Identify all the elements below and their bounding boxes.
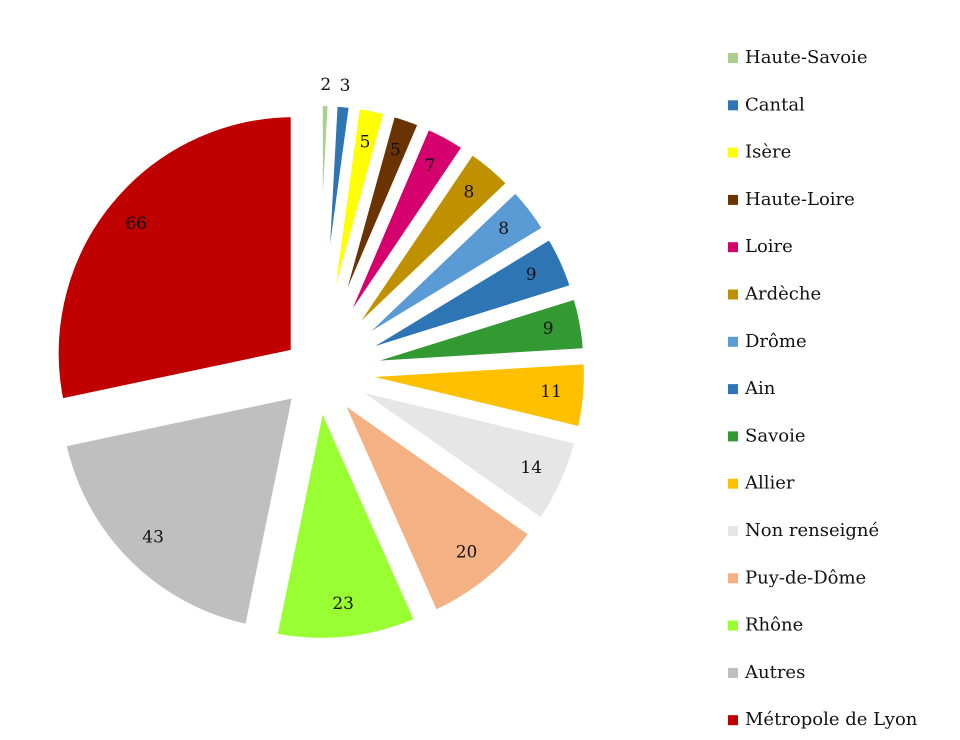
legend-label: Rhône (745, 615, 803, 636)
pie-slice (328, 119, 473, 348)
legend-label: Puy-de-Dôme (745, 567, 866, 588)
legend-label: Loire (745, 236, 793, 257)
pie-slice (334, 144, 517, 352)
pie-slice (339, 182, 553, 358)
pie-slice (320, 100, 393, 344)
pie-slice (327, 383, 539, 620)
legend-swatch (728, 384, 738, 395)
legend-swatch (728, 242, 738, 253)
legend-swatch (728, 100, 738, 111)
legend-swatch (728, 147, 738, 158)
legend-swatch (728, 620, 738, 631)
data-label: 66 (125, 214, 147, 234)
legend-label: Autres (744, 662, 805, 683)
pie-slice (57, 388, 303, 634)
legend-swatch (728, 667, 738, 678)
pie-slice (343, 380, 584, 529)
pie-slice (343, 229, 580, 364)
data-label: 9 (543, 319, 554, 339)
data-label: 5 (360, 132, 371, 152)
legend-label: Haute-Loire (745, 189, 855, 210)
legend-label: Non renseigné (745, 520, 879, 541)
legend-label: Haute-Savoie (745, 47, 867, 68)
legend-swatch (728, 526, 738, 536)
data-label: 23 (332, 594, 354, 614)
legend-label: Métropole de Lyon (745, 709, 918, 730)
data-label: 7 (425, 156, 436, 176)
legend-label: Cantal (745, 94, 805, 115)
data-label: 5 (390, 141, 401, 161)
legend-label: Savoie (745, 425, 805, 446)
legend-swatch (728, 478, 738, 489)
pie-slice (346, 355, 592, 436)
legend-swatch (728, 53, 738, 63)
data-label: 9 (526, 265, 537, 285)
legend-label: Drôme (745, 331, 807, 352)
pie-slice (324, 107, 428, 346)
data-label: 11 (540, 382, 562, 402)
data-label: 20 (456, 542, 478, 562)
legend-swatch (728, 194, 738, 205)
data-label: 3 (340, 76, 351, 96)
pie-slice (50, 109, 299, 408)
legend-label: Ardèche (744, 284, 821, 305)
legend-label: Allier (744, 473, 795, 494)
legend-swatch (728, 715, 738, 726)
data-label: 43 (142, 528, 164, 548)
legend-swatch (728, 336, 738, 347)
data-label: 14 (520, 458, 542, 478)
pie-slice (268, 388, 424, 646)
legend-label: Ain (744, 378, 776, 399)
pie-slice (346, 289, 592, 371)
legend-swatch (728, 431, 738, 442)
legend-label: Isère (745, 142, 791, 163)
legend-swatch (728, 573, 738, 584)
data-label: 8 (498, 219, 509, 239)
legend-swatch (728, 289, 738, 300)
data-label: 8 (464, 183, 475, 203)
data-label: 2 (320, 75, 331, 95)
